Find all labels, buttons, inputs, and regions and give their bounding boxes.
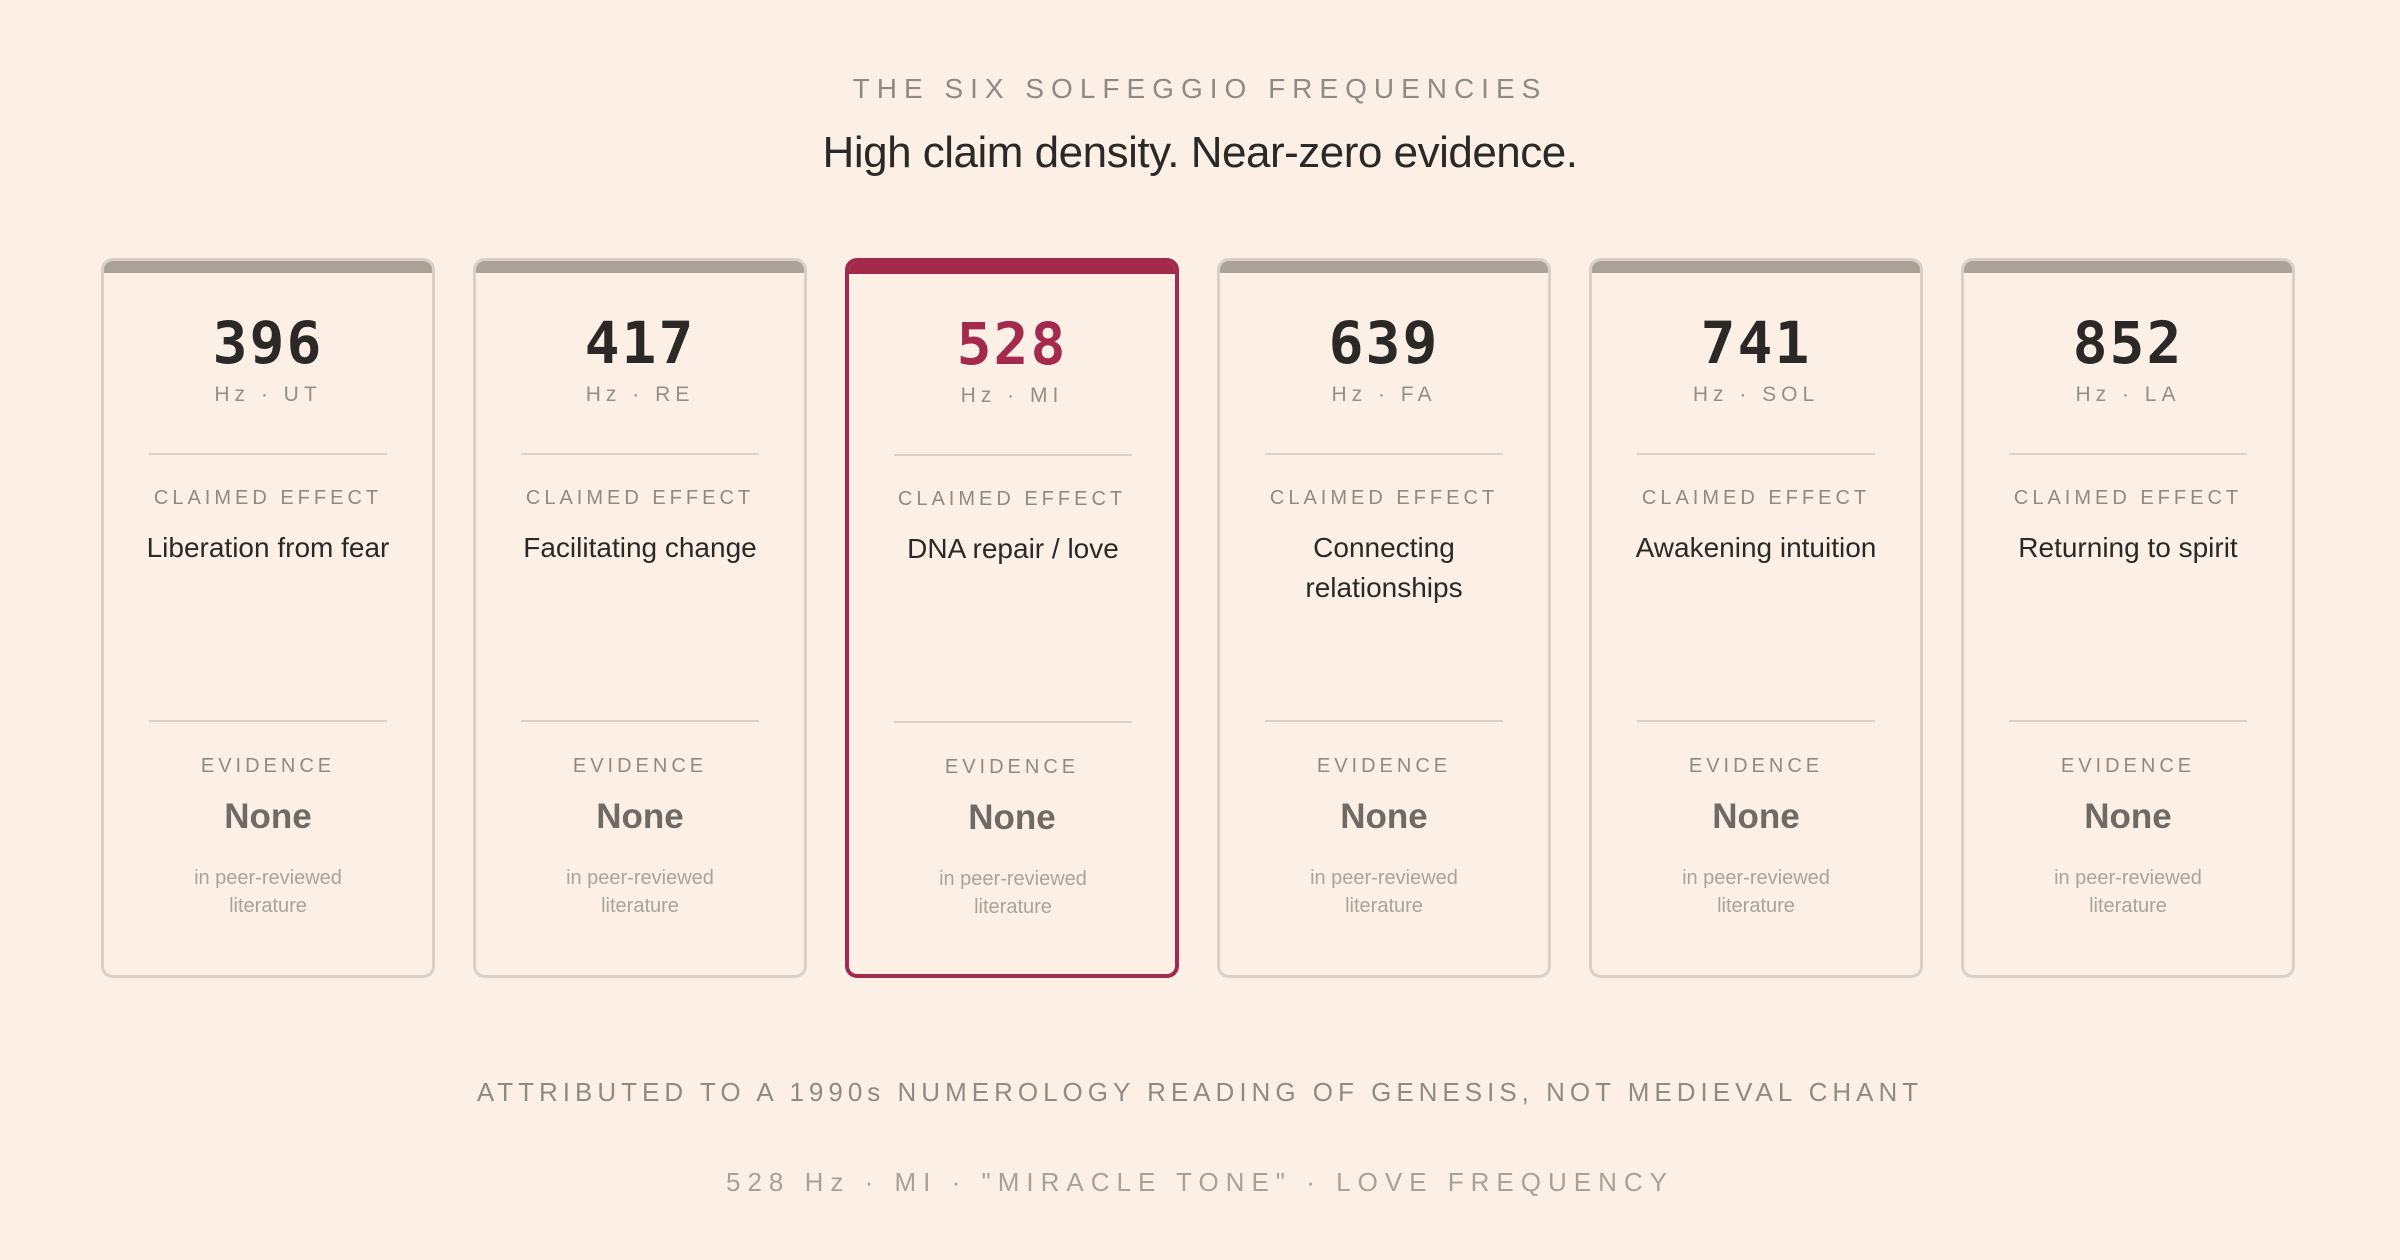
claimed-effect-text: Returning to spirit (2018, 532, 2238, 563)
frequency-value: 639 (1328, 309, 1440, 377)
frequency-unit: Hz · FA (1331, 383, 1437, 406)
frequency-card-852: 852 Hz · LA CLAIMED EFFECT Returning to … (1961, 258, 2295, 978)
evidence-note: in peer-reviewed literature (939, 868, 1087, 918)
frequency-unit: Hz · SOL (1692, 383, 1820, 406)
divider (521, 453, 759, 455)
evidence-value: None (1712, 797, 1800, 836)
divider (1637, 453, 1875, 455)
evidence-label: EVIDENCE (1316, 755, 1452, 777)
claimed-effect-label: CLAIMED EFFECT (525, 487, 755, 509)
frequency-value: 417 (584, 309, 696, 377)
frequency-cards: 396 Hz · UT CLAIMED EFFECT Liberation fr… (0, 258, 2400, 981)
card-top-bar (849, 262, 1175, 274)
divider (894, 721, 1132, 723)
divider (521, 720, 759, 722)
divider (1265, 453, 1503, 455)
frequency-card-741: 741 Hz · SOL CLAIMED EFFECT Awakening in… (1589, 258, 1923, 978)
evidence-note: in peer-reviewed literature (2054, 867, 2202, 917)
claimed-effect-text: Awakening intuition (1635, 532, 1877, 563)
frequency-unit: Hz · MI (960, 384, 1064, 407)
divider (2009, 453, 2247, 455)
claimed-effect-label: CLAIMED EFFECT (153, 487, 383, 509)
evidence-label: EVIDENCE (2060, 755, 2196, 777)
evidence-value: None (968, 798, 1056, 837)
page-eyebrow: THE SIX SOLFEGGIO FREQUENCIES (852, 73, 1548, 104)
frequency-card-639: 639 Hz · FA CLAIMED EFFECT Connecting re… (1217, 258, 1551, 978)
evidence-value: None (224, 797, 312, 836)
evidence-note: in peer-reviewed literature (1682, 867, 1830, 917)
frequency-card-528: 528 Hz · MI CLAIMED EFFECT DNA repair / … (845, 258, 1179, 978)
frequency-value: 396 (212, 309, 324, 377)
frequency-card-417: 417 Hz · RE CLAIMED EFFECT Facilitating … (473, 258, 807, 978)
card-top-bar (1220, 261, 1548, 273)
divider (149, 720, 387, 722)
frequency-unit: Hz · LA (2075, 383, 2181, 406)
frequency-card-396: 396 Hz · UT CLAIMED EFFECT Liberation fr… (101, 258, 435, 978)
card-top-bar (1964, 261, 2292, 273)
claimed-effect-label: CLAIMED EFFECT (897, 488, 1127, 510)
evidence-label: EVIDENCE (200, 755, 336, 777)
frequency-unit: Hz · RE (585, 383, 695, 406)
divider (1265, 720, 1503, 722)
claimed-effect-text: Connecting relationships (1305, 532, 1463, 603)
evidence-label: EVIDENCE (944, 756, 1080, 778)
evidence-label: EVIDENCE (1688, 755, 1824, 777)
evidence-value: None (2084, 797, 2172, 836)
claimed-effect-label: CLAIMED EFFECT (1269, 487, 1499, 509)
page-title: High claim density. Near-zero evidence. (822, 128, 1578, 177)
claimed-effect-text: Facilitating change (523, 532, 757, 563)
frequency-unit: Hz · UT (214, 383, 322, 406)
divider (149, 453, 387, 455)
frequency-value: 741 (1700, 309, 1812, 377)
attribution-caption: ATTRIBUTED TO A 1990s NUMEROLOGY READING… (476, 1077, 1924, 1107)
evidence-value: None (596, 797, 684, 836)
card-top-bar (104, 261, 432, 273)
claimed-effect-label: CLAIMED EFFECT (2013, 487, 2243, 509)
evidence-note: in peer-reviewed literature (566, 867, 714, 917)
card-top-bar (476, 261, 804, 273)
evidence-note: in peer-reviewed literature (194, 867, 342, 917)
evidence-value: None (1340, 797, 1428, 836)
divider (894, 454, 1132, 456)
highlight-caption: 528 Hz · MI · "MIRACLE TONE" · LOVE FREQ… (726, 1167, 1674, 1197)
divider (1637, 720, 1875, 722)
claimed-effect-label: CLAIMED EFFECT (1641, 487, 1871, 509)
evidence-note: in peer-reviewed literature (1310, 867, 1458, 917)
divider (2009, 720, 2247, 722)
frequency-value: 528 (956, 310, 1068, 378)
card-top-bar (1592, 261, 1920, 273)
frequency-value: 852 (2072, 309, 2184, 377)
claimed-effect-text: DNA repair / love (907, 533, 1119, 564)
evidence-label: EVIDENCE (572, 755, 708, 777)
claimed-effect-text: Liberation from fear (146, 532, 390, 563)
